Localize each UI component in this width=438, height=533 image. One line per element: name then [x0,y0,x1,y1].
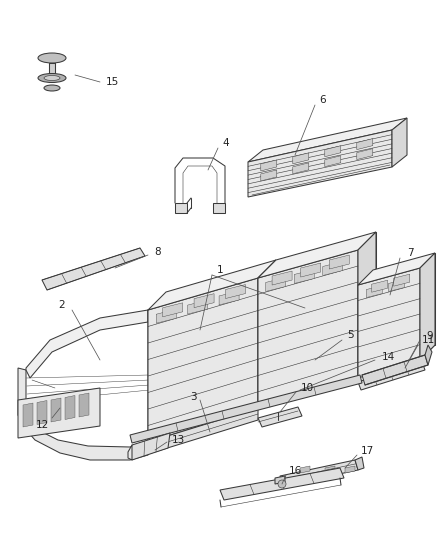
Polygon shape [293,153,309,164]
Polygon shape [358,232,376,378]
Polygon shape [362,355,428,385]
Polygon shape [49,63,55,76]
Polygon shape [248,130,392,197]
Ellipse shape [38,74,66,83]
Polygon shape [258,250,358,408]
Polygon shape [394,274,410,286]
Ellipse shape [38,53,66,63]
Polygon shape [355,457,364,470]
Ellipse shape [44,76,60,80]
Polygon shape [258,260,276,408]
Polygon shape [358,362,425,390]
Polygon shape [325,146,341,157]
Polygon shape [272,271,292,285]
Text: 15: 15 [106,77,119,87]
Text: 9: 9 [427,331,433,341]
Text: 4: 4 [223,138,230,148]
Text: 16: 16 [288,466,302,476]
Polygon shape [258,232,376,278]
Polygon shape [18,368,148,460]
Polygon shape [79,393,89,417]
Polygon shape [37,400,47,424]
Text: 10: 10 [300,383,314,393]
Polygon shape [357,149,373,159]
Polygon shape [366,286,382,297]
Polygon shape [42,248,145,290]
Text: 2: 2 [59,300,65,310]
Polygon shape [261,170,277,181]
Polygon shape [156,309,176,323]
Polygon shape [425,345,432,365]
Polygon shape [325,156,341,167]
Polygon shape [389,279,404,292]
Polygon shape [392,118,407,167]
Text: 5: 5 [347,330,353,340]
Polygon shape [371,280,388,292]
Polygon shape [219,291,239,305]
Polygon shape [248,118,407,162]
Polygon shape [294,270,314,284]
Polygon shape [300,263,321,277]
Polygon shape [130,375,362,443]
Text: 8: 8 [155,247,161,257]
Polygon shape [265,278,286,292]
Polygon shape [162,303,183,317]
Polygon shape [358,268,420,378]
Polygon shape [26,310,148,378]
Polygon shape [65,395,75,419]
Polygon shape [220,468,344,500]
Polygon shape [280,460,358,486]
Polygon shape [261,160,277,171]
Polygon shape [18,388,100,438]
Polygon shape [213,203,225,213]
Text: 11: 11 [421,335,434,345]
Text: 13: 13 [171,435,185,445]
Polygon shape [358,253,435,285]
Polygon shape [187,300,208,314]
Circle shape [278,480,286,488]
Polygon shape [258,407,302,427]
Polygon shape [226,285,246,298]
Polygon shape [132,433,170,460]
Text: 14: 14 [381,352,395,362]
Text: 6: 6 [320,95,326,105]
Polygon shape [345,466,355,473]
Polygon shape [357,139,373,150]
Text: 1: 1 [217,265,223,275]
Text: 7: 7 [407,248,413,258]
Polygon shape [148,260,276,310]
Polygon shape [293,163,309,174]
Polygon shape [300,466,310,473]
Polygon shape [23,403,33,427]
Polygon shape [194,294,214,308]
Text: 12: 12 [35,420,49,430]
Polygon shape [148,305,160,442]
Text: 3: 3 [190,392,196,402]
Polygon shape [323,262,343,276]
Polygon shape [51,398,61,422]
Polygon shape [325,466,335,473]
Polygon shape [275,476,285,484]
Polygon shape [148,278,258,442]
Polygon shape [329,255,349,269]
Polygon shape [420,253,435,360]
Polygon shape [148,408,258,454]
Ellipse shape [44,85,60,91]
Text: 17: 17 [360,446,374,456]
Polygon shape [175,203,187,213]
